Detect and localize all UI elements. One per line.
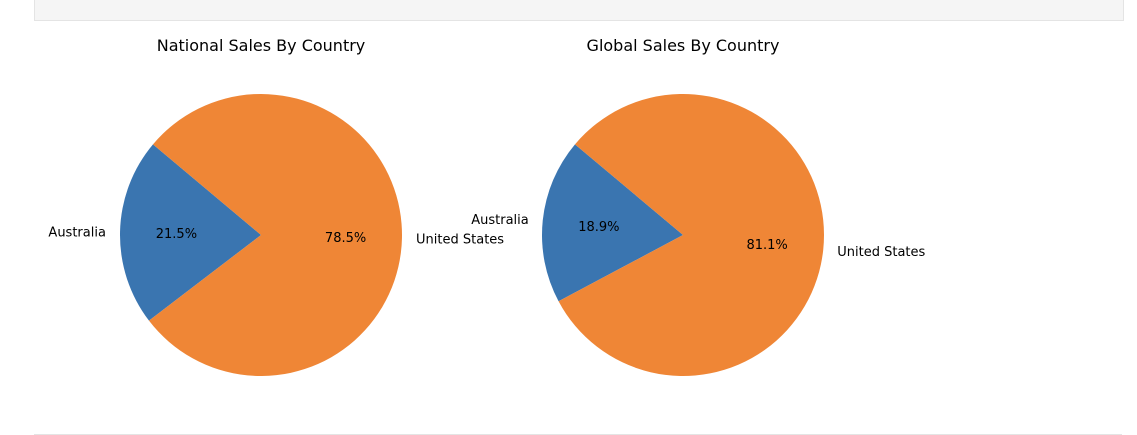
pie-percent-label: 18.9% xyxy=(578,220,619,235)
pie-slice-australia xyxy=(542,144,683,302)
chart-title: Global Sales By Country xyxy=(587,36,780,55)
pie-category-label: United States xyxy=(416,233,504,248)
pie-category-label: Australia xyxy=(471,213,529,228)
pie-category-label: United States xyxy=(837,245,925,260)
pie-percent-label: 21.5% xyxy=(156,227,197,242)
pie-category-label: Australia xyxy=(48,225,106,240)
pie-percent-label: 81.1% xyxy=(746,238,787,253)
pie-slice-australia xyxy=(119,144,261,321)
pie-slice-united-states xyxy=(148,94,402,376)
chart-title: National Sales By Country xyxy=(157,36,366,55)
pie-chart-global: Global Sales By Country 18.9% Australia 81… xyxy=(471,36,926,376)
pie-chart-national: National Sales By Country 21.5% Australia… xyxy=(48,36,504,376)
top-panel xyxy=(34,0,1124,21)
pie-percent-label: 78.5% xyxy=(325,231,366,246)
pie-slice-united-states xyxy=(558,93,825,376)
